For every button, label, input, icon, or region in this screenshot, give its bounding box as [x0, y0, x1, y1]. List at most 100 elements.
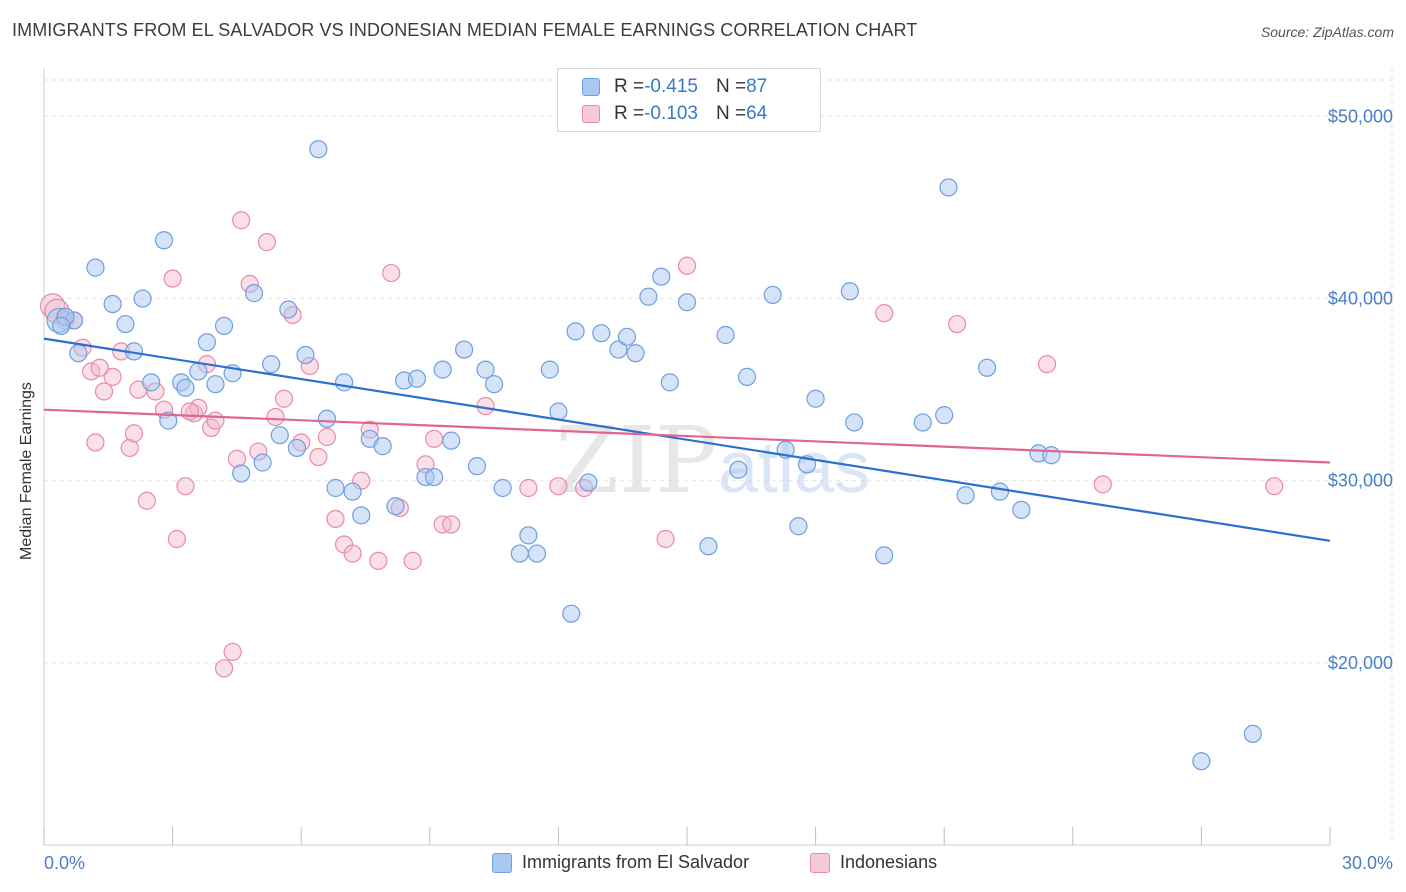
data-point-el-salvador	[519, 526, 538, 545]
data-point-indonesians	[1093, 475, 1112, 494]
data-point-el-salvador	[639, 287, 658, 306]
data-point-indonesians	[549, 477, 568, 496]
data-point-el-salvador	[1042, 446, 1061, 465]
data-point-indonesians	[343, 544, 362, 563]
legend-swatch-pink	[582, 105, 600, 123]
data-point-el-salvador	[609, 340, 628, 359]
data-point-el-salvador	[990, 482, 1010, 501]
data-point-indonesians	[103, 367, 122, 386]
axis-layer	[43, 68, 1331, 846]
data-point-el-salvador	[176, 378, 195, 397]
data-point-indonesians	[309, 447, 328, 467]
data-point-el-salvador	[540, 360, 559, 379]
data-point-indonesians	[257, 233, 277, 252]
data-point-el-salvador	[913, 413, 932, 432]
data-point-el-salvador	[103, 294, 122, 314]
series-el-salvador	[46, 140, 1262, 771]
data-point-el-salvador	[424, 467, 444, 487]
data-point-el-salvador	[142, 373, 161, 392]
legend-row-indonesians: R = -0.103 N = 64	[582, 103, 767, 125]
data-point-el-salvador	[845, 413, 864, 432]
data-point-el-salvador	[189, 362, 208, 381]
data-point-el-salvador	[729, 460, 748, 479]
legend-r-label: R =	[614, 103, 645, 124]
data-point-el-salvador	[956, 486, 975, 505]
data-point-el-salvador	[493, 478, 512, 498]
data-point-el-salvador	[652, 267, 671, 286]
data-point-el-salvador	[334, 373, 354, 392]
x-tick-labels: 0.0% 30.0%	[44, 853, 1393, 873]
data-point-el-salvador	[232, 464, 251, 483]
data-point-el-salvador	[660, 373, 679, 392]
legend-item-indonesians[interactable]: Indonesians	[810, 852, 937, 873]
data-point-el-salvador	[1012, 500, 1031, 519]
data-point-el-salvador	[86, 258, 105, 277]
data-point-el-salvador	[626, 344, 645, 363]
data-point-el-salvador	[214, 316, 234, 335]
legend-swatch-blue	[492, 852, 512, 873]
legend-swatch-blue	[582, 78, 600, 96]
data-point-el-salvador	[279, 300, 298, 319]
y-axis-label: Median Female Earnings	[18, 382, 35, 560]
data-point-el-salvador	[116, 314, 135, 334]
data-point-indonesians	[369, 551, 388, 570]
data-point-el-salvador	[1243, 724, 1262, 743]
data-point-el-salvador	[789, 517, 808, 536]
data-point-el-salvador	[579, 473, 598, 492]
data-point-indonesians	[206, 411, 225, 430]
data-point-el-salvador	[262, 355, 281, 374]
y-tick-label: $50,000	[1328, 106, 1393, 126]
data-point-indonesians	[94, 382, 114, 401]
data-point-el-salvador	[69, 344, 88, 363]
data-point-el-salvador	[840, 282, 859, 301]
data-point-indonesians	[382, 263, 401, 283]
data-point-indonesians	[1037, 355, 1057, 374]
data-point-indonesians	[875, 304, 894, 323]
legend-item-el-salvador[interactable]: Immigrants from El Salvador	[492, 852, 749, 873]
data-point-el-salvador	[442, 431, 461, 450]
data-point-el-salvador	[549, 402, 568, 421]
data-point-el-salvador	[467, 457, 487, 476]
data-point-indonesians	[442, 515, 461, 534]
y-tick-label: $40,000	[1328, 289, 1393, 309]
data-point-el-salvador	[133, 289, 152, 308]
data-point-el-salvador	[154, 231, 174, 250]
legend-n-label: N =	[715, 103, 747, 124]
data-point-indonesians	[519, 478, 538, 498]
data-point-indonesians	[214, 659, 234, 678]
data-point-indonesians	[1265, 477, 1284, 496]
data-point-el-salvador	[763, 285, 782, 305]
data-point-indonesians	[424, 429, 444, 448]
chart-title: IMMIGRANTS FROM EL SALVADOR VS INDONESIA…	[12, 20, 918, 40]
data-point-el-salvador	[197, 333, 216, 352]
data-point-indonesians	[163, 269, 182, 288]
data-point-el-salvador	[935, 406, 954, 425]
data-point-el-salvador	[407, 369, 427, 388]
data-point-indonesians	[326, 509, 345, 529]
data-point-indonesians	[677, 256, 697, 275]
y-tick-labels: $20,000 $30,000 $40,000 $50,000	[1328, 106, 1393, 672]
legend-row-el-salvador: R = -0.415 N = 87	[582, 76, 767, 98]
data-point-el-salvador	[476, 360, 495, 379]
data-point-indonesians	[947, 314, 967, 334]
data-point-el-salvador	[454, 340, 474, 359]
data-point-indonesians	[86, 433, 105, 452]
legend-n-value: 87	[746, 76, 768, 97]
data-point-el-salvador	[592, 324, 611, 343]
data-point-el-salvador	[343, 482, 362, 501]
data-point-el-salvador	[977, 358, 997, 377]
data-point-el-salvador	[386, 497, 405, 516]
data-point-el-salvador	[617, 327, 637, 346]
legend-swatch-pink	[810, 852, 830, 873]
data-point-el-salvador	[939, 178, 958, 197]
data-point-el-salvador	[527, 544, 547, 563]
data-point-el-salvador	[1192, 752, 1211, 771]
trend-line-el-salvador	[43, 337, 1331, 542]
data-point-indonesians	[180, 402, 199, 421]
y-tick-label: $20,000	[1328, 653, 1393, 673]
data-point-indonesians	[120, 438, 139, 458]
data-point-indonesians	[274, 389, 294, 408]
data-point-el-salvador	[562, 604, 581, 623]
data-point-el-salvador	[270, 426, 289, 445]
data-point-el-salvador	[806, 389, 825, 408]
